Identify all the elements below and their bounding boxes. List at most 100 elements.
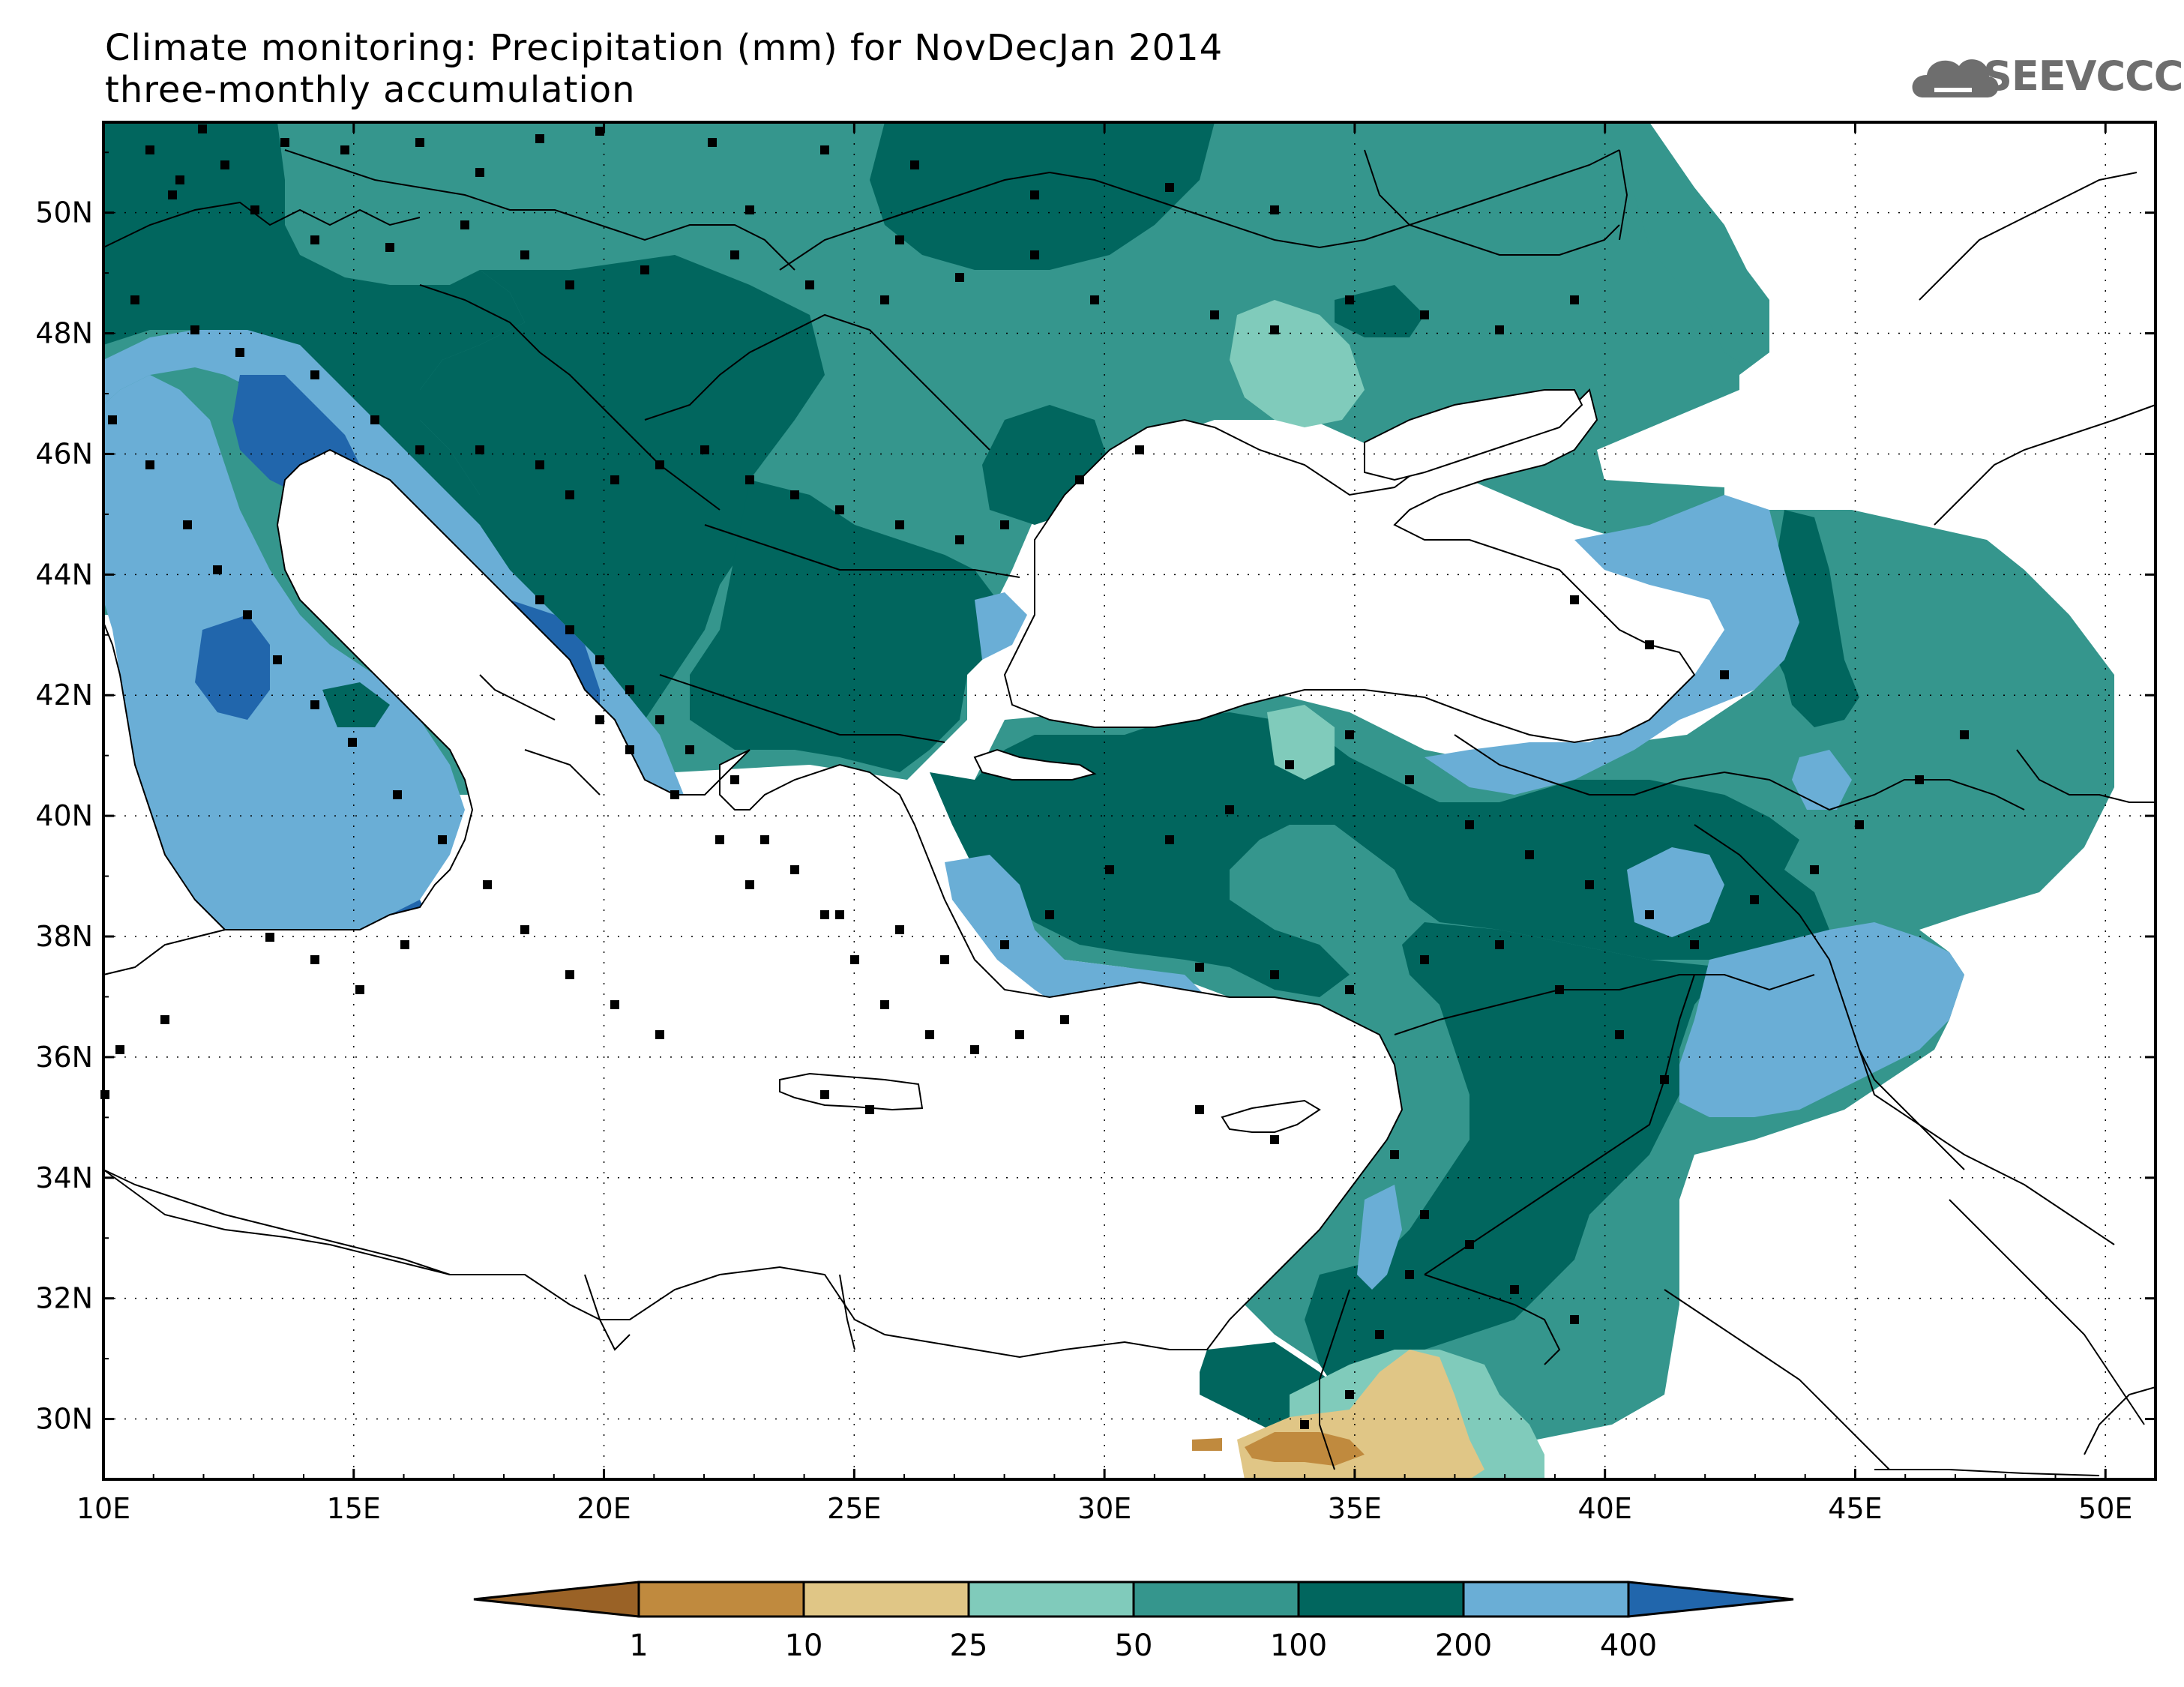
y-tick-label: 34N (35, 1161, 93, 1194)
station-dot (880, 295, 889, 304)
station-dot (1270, 970, 1279, 979)
station-dot (1420, 1210, 1429, 1219)
station-dot (640, 265, 649, 274)
station-dot (310, 955, 319, 964)
station-dot (850, 955, 859, 964)
station-dot (243, 610, 252, 619)
station-dot (1390, 1150, 1399, 1159)
x-tick-label: 10E (76, 1492, 130, 1525)
station-dot (340, 145, 349, 154)
field-50-100 (1634, 122, 1769, 367)
x-tick-label: 40E (1577, 1492, 1631, 1525)
station-dot (1285, 760, 1294, 769)
y-axis: 30N 32N 34N 36N 38N 40N 42N 44N 46N 48N 50N (35, 151, 2156, 1480)
station-dot (955, 273, 964, 282)
field-100-200 (690, 480, 997, 772)
stations (100, 124, 1969, 1429)
station-dot (1060, 1015, 1069, 1024)
station-dot (250, 205, 259, 214)
station-dot (1420, 310, 1429, 319)
station-dot (1345, 985, 1354, 994)
station-dot (475, 445, 484, 454)
sea-of-azov (1364, 389, 1583, 481)
station-dot (1345, 730, 1354, 739)
station-dot (1000, 520, 1009, 529)
y-tick-label: 32N (35, 1282, 93, 1315)
station-dot (1345, 295, 1354, 304)
station-dot (145, 460, 154, 469)
station-dot (970, 1045, 979, 1054)
station-dot (1405, 775, 1414, 784)
station-dot (895, 235, 904, 244)
colorbar: 1 10 25 50 100 200 400 (473, 1581, 1794, 1663)
islands (779, 748, 1321, 1133)
station-dot (610, 475, 619, 484)
x-tick-label: 30E (1077, 1492, 1131, 1525)
colorbar-tick-label: 10 (785, 1629, 823, 1663)
colorbar-swatch (1462, 1581, 1630, 1618)
station-dot (700, 445, 709, 454)
station-dot (415, 445, 424, 454)
station-dot (715, 835, 724, 844)
station-dot (895, 520, 904, 529)
station-dot (1570, 595, 1579, 604)
map-title: Climate monitoring: Precipitation (mm) f… (105, 27, 1224, 69)
station-dot (235, 348, 244, 357)
station-dot (1495, 940, 1504, 949)
station-dot (1195, 1105, 1204, 1114)
station-dot (730, 250, 739, 259)
station-dot (183, 520, 192, 529)
colorbar-swatch (1132, 1581, 1300, 1618)
station-dot (820, 1090, 829, 1099)
station-dot (820, 145, 829, 154)
station-dot (730, 775, 739, 784)
station-dot (1585, 880, 1594, 889)
x-tick-label: 15E (327, 1492, 381, 1525)
station-dot (565, 970, 574, 979)
logo-text: SEEVCCC (1983, 52, 2183, 100)
station-dot (1510, 1285, 1519, 1294)
station-dot (865, 1105, 874, 1114)
station-dot (535, 134, 544, 143)
station-dot (1570, 1315, 1579, 1324)
station-dot (1465, 820, 1474, 829)
station-dot (1960, 730, 1969, 739)
station-dot (1045, 910, 1054, 919)
station-dot (220, 160, 229, 169)
station-dot (565, 490, 574, 499)
station-dot (1105, 865, 1114, 874)
station-dot (880, 1000, 889, 1009)
station-dot (925, 1030, 934, 1039)
station-dot (655, 715, 664, 724)
field-25-50 (1230, 300, 1365, 427)
station-dot (685, 745, 694, 754)
cyprus-island (1221, 1099, 1321, 1133)
station-dot (1555, 985, 1564, 994)
station-dot (1525, 850, 1534, 859)
station-dot (438, 835, 447, 844)
station-dot (1165, 835, 1174, 844)
field-1-10 (1192, 1438, 1222, 1451)
station-dot (790, 490, 799, 499)
station-dot (1750, 895, 1759, 904)
x-tick-label: 20E (577, 1492, 631, 1525)
station-dot (805, 280, 814, 289)
y-tick-label: 30N (35, 1403, 93, 1436)
black-sea (1003, 388, 1696, 744)
station-dot (280, 138, 289, 147)
colorbar-swatch (1297, 1581, 1465, 1618)
station-dot (370, 415, 379, 424)
colorbar-tick-label: 25 (950, 1629, 988, 1663)
y-tick-label: 44N (35, 558, 93, 591)
station-dot (1660, 1075, 1669, 1084)
station-dot (1090, 295, 1099, 304)
field-200-400 (975, 592, 1027, 660)
station-dot (670, 790, 679, 799)
station-dot (1270, 1135, 1279, 1144)
station-dot (1465, 1240, 1474, 1249)
station-dot (1855, 820, 1864, 829)
station-dot (1810, 865, 1819, 874)
station-dot (745, 475, 754, 484)
station-dot (1915, 775, 1924, 784)
tyrrhenian-sea (103, 622, 226, 976)
